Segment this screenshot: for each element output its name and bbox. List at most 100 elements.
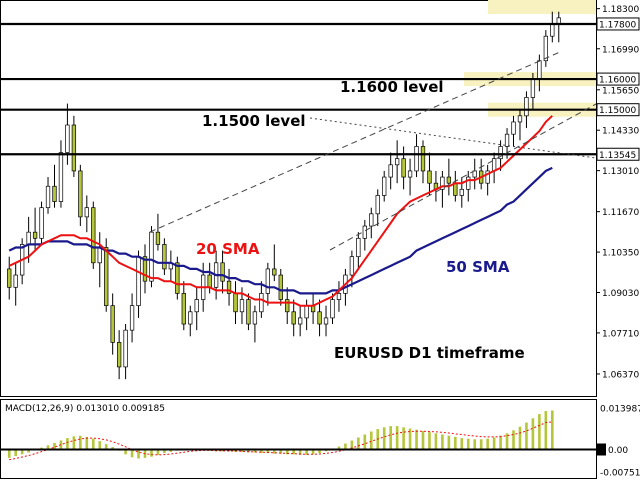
level-label: 1.13545 <box>599 151 636 161</box>
candle-body <box>162 244 167 270</box>
macd-histogram-bar <box>279 449 283 454</box>
macd-histogram-bar <box>357 437 360 450</box>
candle <box>52 164 57 208</box>
macd-histogram-bar <box>53 442 56 450</box>
candle-body <box>110 305 115 343</box>
macd-histogram-bar <box>156 449 160 455</box>
candle-body <box>285 299 290 313</box>
candle-body <box>446 176 452 184</box>
candle-body <box>394 158 400 166</box>
candle-body <box>155 231 161 245</box>
candle-body <box>304 305 309 319</box>
candle-body <box>97 247 102 264</box>
macd-histogram-bar <box>499 435 502 450</box>
candle-body <box>504 133 510 147</box>
candle-body <box>252 311 258 325</box>
candle <box>278 268 283 306</box>
candle <box>265 262 270 306</box>
annotation-1500-level: 1.1500 level <box>202 112 306 130</box>
candle <box>194 287 199 331</box>
candle <box>13 262 18 306</box>
macd-histogram-bar <box>402 427 405 450</box>
candle <box>58 140 64 208</box>
highlight-1183-zone <box>488 0 596 14</box>
candle-body <box>362 225 367 239</box>
candle <box>382 170 387 202</box>
candle-body <box>259 293 264 313</box>
level-label-box <box>596 17 640 31</box>
candle-body <box>317 311 322 325</box>
macd-histogram-bar <box>14 449 17 457</box>
candle-body <box>84 207 89 218</box>
candle-body <box>91 207 96 264</box>
candle-body <box>401 158 406 178</box>
macd-histogram-bar <box>389 426 392 450</box>
candle-body <box>149 231 154 282</box>
candle <box>407 158 413 196</box>
level-layer: 1.17800 1.16000 1.15000 1.13545 <box>0 17 640 161</box>
macd-histogram-bar <box>415 429 418 450</box>
macd-histogram-bar <box>350 440 354 450</box>
candle-body <box>511 121 516 135</box>
price-axis: 1.18300 1.16990 1.15650 1.14330 1.13010 1.116… <box>596 5 639 380</box>
upper-channel-line <box>149 51 561 233</box>
candle-body <box>543 35 548 62</box>
candle-body <box>498 146 503 160</box>
y-tick-label: 1.07710 <box>602 329 639 339</box>
macd-y-tick-label: -0.00751 <box>600 469 640 479</box>
macd-histogram-bar <box>85 436 89 450</box>
candle <box>39 201 44 245</box>
candle <box>511 115 516 147</box>
candle <box>446 158 452 196</box>
candle <box>175 256 180 300</box>
y-tick-label: 1.11670 <box>602 208 639 218</box>
macd-histogram-bar <box>20 449 24 455</box>
macd-histogram-bar <box>505 433 509 450</box>
candle <box>116 330 122 380</box>
y-tick-label: 1.13010 <box>602 167 639 177</box>
macd-histogram-bar <box>421 430 425 450</box>
candle <box>440 170 445 208</box>
candle <box>84 195 89 233</box>
macd-histogram-bar <box>292 449 295 455</box>
candle-body <box>181 293 186 325</box>
candle-body <box>407 170 413 178</box>
y-tick-label: 1.18300 <box>602 5 639 15</box>
macd-histogram-bar <box>169 449 173 452</box>
candle <box>388 152 393 190</box>
macd-y-tick-label: 0.013987 <box>600 405 640 415</box>
candle <box>91 201 96 269</box>
candle-body <box>517 115 523 123</box>
candle <box>466 170 471 202</box>
candle-body <box>142 256 148 282</box>
macd-histogram-bar <box>253 449 257 453</box>
sma50-line <box>8 166 553 295</box>
macd-histogram-bar <box>512 430 515 450</box>
candle-body <box>220 262 225 282</box>
candle-body <box>129 305 135 331</box>
macd-histogram-bar <box>104 444 108 450</box>
candle <box>362 219 367 251</box>
candle-body <box>485 170 490 184</box>
candle <box>252 305 258 343</box>
main-panel-frame <box>0 0 597 397</box>
macd-histogram-bar <box>247 449 250 453</box>
macd-histogram-bar <box>150 449 153 457</box>
candle-body <box>524 97 529 117</box>
candle <box>356 232 361 269</box>
candle <box>162 238 167 276</box>
macd-histogram-bar <box>137 449 140 459</box>
macd-histogram-bar <box>486 438 489 450</box>
macd-histogram-bar <box>408 428 412 450</box>
candle-body <box>420 146 426 172</box>
candle <box>543 30 548 67</box>
macd-histogram-bar <box>311 449 315 455</box>
macd-histogram-bar <box>544 411 548 450</box>
macd-histogram-bar <box>369 431 373 450</box>
candle-body <box>349 256 355 276</box>
macd-histogram-bar <box>79 435 82 450</box>
y-tick-label: 1.15650 <box>602 86 639 96</box>
lower-channel-line <box>329 103 597 251</box>
candle-body <box>7 268 12 288</box>
candle-body <box>71 124 77 172</box>
